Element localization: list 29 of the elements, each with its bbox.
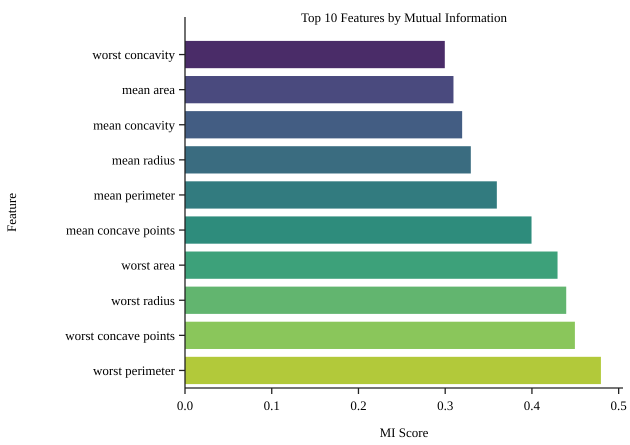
y-tick-label: worst concave points — [65, 328, 175, 343]
x-tick-label: 0.5 — [610, 398, 627, 413]
y-tick-label: mean concavity — [93, 117, 176, 132]
x-tick-label: 0.1 — [264, 398, 280, 413]
bar — [184, 250, 558, 280]
y-tick-label: mean concave points — [66, 222, 175, 238]
bar — [184, 216, 532, 244]
x-tick-label: 0.0 — [176, 398, 194, 413]
y-tick-label: worst perimeter — [93, 363, 176, 378]
y-tick-label: mean radius — [112, 152, 175, 168]
bar — [184, 286, 568, 315]
x-axis-title: MI Score — [380, 425, 429, 440]
y-tick-label: mean area — [122, 82, 176, 98]
x-tick-label: 0.2 — [350, 398, 367, 413]
bar — [184, 110, 463, 140]
bar — [184, 320, 576, 350]
x-tick-label: 0.3 — [437, 398, 454, 413]
x-tick-label: 0.4 — [524, 398, 541, 413]
y-tick-label: worst radius — [111, 292, 175, 308]
y-tick-label: mean perimeter — [94, 188, 176, 202]
bar — [184, 356, 602, 385]
bar — [184, 40, 446, 69]
bar — [184, 145, 472, 174]
y-tick-label: worst concavity — [92, 47, 176, 62]
y-axis-title: Feature — [4, 192, 19, 232]
chart-title: Top 10 Features by Mutual Information — [301, 10, 508, 25]
bar — [184, 180, 498, 210]
bar — [184, 75, 454, 104]
y-tick-label: worst area — [121, 258, 176, 273]
